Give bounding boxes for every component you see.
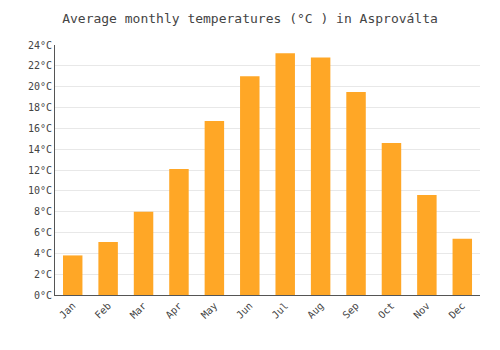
svg-text:18°C: 18°C <box>28 102 52 113</box>
svg-text:20°C: 20°C <box>28 81 52 92</box>
svg-text:Average monthly temperatures (: Average monthly temperatures (°C ) in As… <box>62 11 438 26</box>
svg-text:22°C: 22°C <box>28 60 52 71</box>
svg-text:8°C: 8°C <box>34 206 52 217</box>
svg-text:Nov: Nov <box>411 300 432 321</box>
svg-text:4°C: 4°C <box>34 248 52 259</box>
svg-text:Jan: Jan <box>57 300 78 321</box>
svg-text:2°C: 2°C <box>34 269 52 280</box>
svg-text:14°C: 14°C <box>28 144 52 155</box>
svg-text:Aug: Aug <box>305 300 326 321</box>
svg-text:Jul: Jul <box>270 300 291 321</box>
svg-text:16°C: 16°C <box>28 123 52 134</box>
svg-text:Apr: Apr <box>163 300 184 321</box>
svg-text:10°C: 10°C <box>28 185 52 196</box>
svg-text:Jun: Jun <box>234 300 255 321</box>
svg-text:May: May <box>199 300 220 321</box>
svg-text:Dec: Dec <box>447 300 468 321</box>
svg-text:Feb: Feb <box>93 300 114 321</box>
svg-text:Sep: Sep <box>340 300 361 321</box>
svg-text:12°C: 12°C <box>28 165 52 176</box>
svg-text:Oct: Oct <box>376 300 397 321</box>
svg-text:0°C: 0°C <box>34 290 52 301</box>
svg-text:6°C: 6°C <box>34 227 52 238</box>
svg-text:24°C: 24°C <box>28 40 52 51</box>
svg-text:Mar: Mar <box>128 300 149 321</box>
